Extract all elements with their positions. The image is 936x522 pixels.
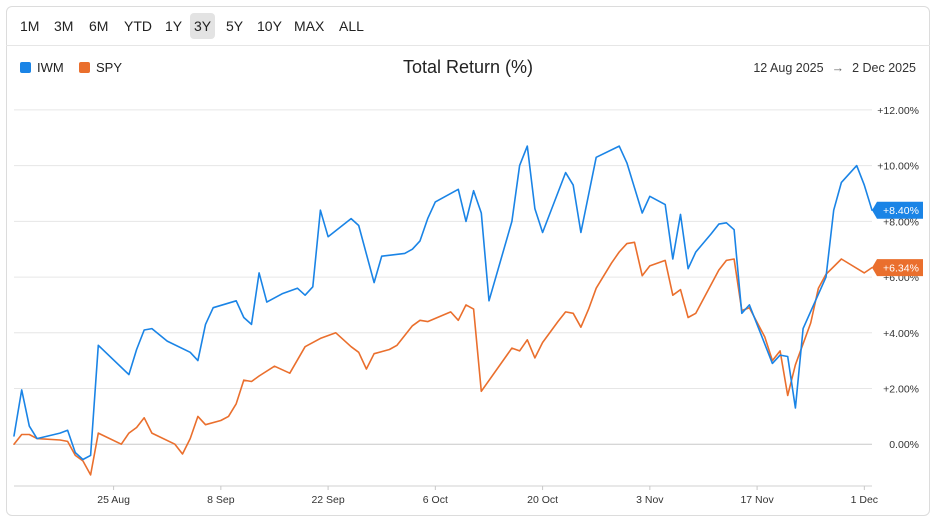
y-tick-label: +4.00% <box>883 328 919 340</box>
range-button-all[interactable]: ALL <box>339 18 364 34</box>
end-value-badge-spy <box>872 259 923 277</box>
range-button-max[interactable]: MAX <box>294 18 325 34</box>
range-button-10y[interactable]: 10Y <box>257 18 282 34</box>
series-line-iwm <box>13 145 873 461</box>
chart-title: Total Return (%) <box>402 57 534 77</box>
range-toolbar: 1M 3M 6M YTD 1Y 3Y 5Y 10Y MAX ALL <box>6 6 930 46</box>
range-button-1y[interactable]: 1Y <box>165 18 183 34</box>
x-tick-label: 25 Aug <box>97 494 130 506</box>
y-tick-label: +8.00% <box>883 216 919 228</box>
series-line-spy <box>13 241 873 476</box>
y-tick-label: +2.00% <box>883 384 919 396</box>
y-tick-label: 0.00% <box>889 439 919 451</box>
y-tick-label: +12.00% <box>877 105 919 117</box>
date-range[interactable]: 12 Aug 2025 → 2 Dec 2025 <box>753 61 916 75</box>
range-button-3y[interactable]: 3Y <box>190 13 216 39</box>
y-tick-label: +10.00% <box>877 161 919 173</box>
x-tick-label: 3 Nov <box>636 494 664 506</box>
legend-swatch-iwm <box>20 62 31 73</box>
range-button-1m[interactable]: 1M <box>20 18 40 34</box>
range-button-5y[interactable]: 5Y <box>226 18 244 34</box>
start-date: 12 Aug 2025 <box>753 61 824 75</box>
range-button-ytd[interactable]: YTD <box>124 18 152 34</box>
legend-item-spy[interactable]: SPY <box>79 60 122 75</box>
legend-label-spy: SPY <box>96 60 123 75</box>
arrow-right-icon: → <box>831 61 845 75</box>
x-tick-label: 6 Oct <box>423 494 448 506</box>
range-button-6m[interactable]: 6M <box>89 18 109 34</box>
legend-item-iwm[interactable]: IWM <box>20 60 64 75</box>
x-tick-label: 22 Sep <box>311 494 344 506</box>
chart-panel <box>6 6 930 516</box>
end-value-badge-iwm <box>872 201 923 219</box>
legend-swatch-spy <box>79 62 90 73</box>
x-tick-label: 1 Dec <box>851 494 878 506</box>
x-tick-label: 20 Oct <box>527 494 558 506</box>
end-date: 2 Dec 2025 <box>852 61 916 75</box>
range-button-3m[interactable]: 3M <box>54 18 74 34</box>
end-value-label-spy: +6.34% <box>883 263 919 275</box>
end-value-label-iwm: +8.40% <box>883 205 919 217</box>
x-tick-label: 17 Nov <box>740 494 774 506</box>
legend-label-iwm: IWM <box>37 60 64 75</box>
x-tick-label: 8 Sep <box>207 494 235 506</box>
